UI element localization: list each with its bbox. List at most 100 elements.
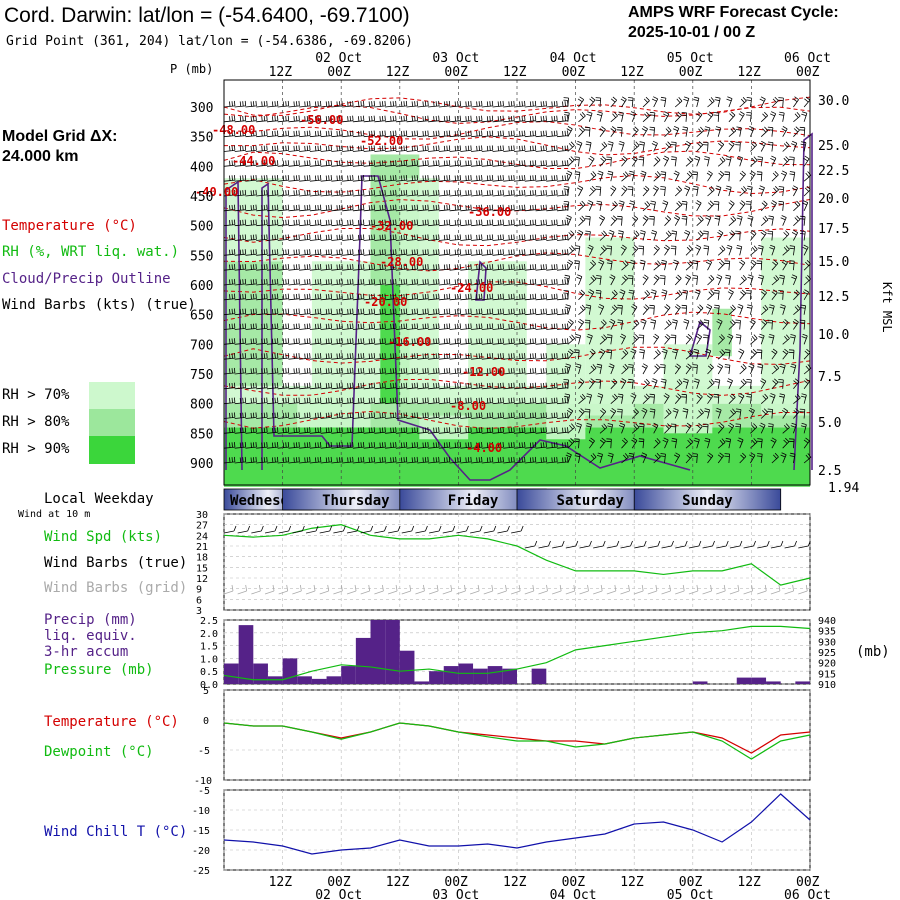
wind-barb: [331, 397, 343, 405]
wind-barb: [801, 111, 808, 122]
wind-barb: [374, 189, 386, 197]
wind-barb: [352, 442, 365, 449]
wind-barb: [234, 442, 247, 449]
wind-barb: [309, 367, 322, 375]
wind-barb: [782, 423, 790, 434]
wind-barb: [223, 234, 236, 241]
grid-wind-barb: [333, 584, 343, 595]
grid-wind-barb: [716, 584, 726, 595]
top-hour-label: 00Z: [679, 65, 703, 80]
wind-barb: [682, 378, 689, 389]
wind-barb: [288, 456, 300, 464]
wind-barb: [782, 156, 790, 167]
wind-barb: [460, 175, 472, 182]
wind-barb: [627, 97, 634, 108]
wind-barb: [449, 145, 461, 152]
wind-barb: [320, 278, 332, 286]
wind-barb: [352, 412, 365, 419]
wind-barb: [385, 278, 397, 286]
wind-barb: [713, 304, 720, 315]
wind-barb: [588, 96, 596, 108]
grid-wind-barb: [565, 584, 576, 595]
wind-barb: [674, 274, 682, 286]
wind-barb: [331, 323, 343, 330]
wind-barb: [556, 175, 569, 182]
wind-barb: [481, 189, 494, 197]
wind-barb: [492, 293, 504, 301]
wind-barb: [395, 308, 408, 316]
top-hour-label: 00Z: [327, 65, 351, 80]
wind-barb: [277, 397, 290, 405]
wind-barb: [331, 442, 343, 449]
wind-barb: [606, 245, 612, 256]
wind-barb: [575, 363, 582, 375]
top-hour-label: 12Z: [503, 65, 527, 80]
wind-barb: [266, 234, 279, 241]
pressure-legend: Pressure (mb): [44, 662, 154, 678]
wind-barb: [223, 367, 236, 375]
wind-barb: [481, 323, 494, 330]
wind-barb: [535, 189, 547, 197]
wind-barb: [428, 100, 440, 108]
wind-barb: [514, 412, 526, 419]
wind-barb: [653, 171, 661, 182]
wind-barb: [681, 112, 688, 122]
wind-barb: [288, 249, 300, 256]
wind-barb: [428, 397, 440, 405]
wind-barb: [739, 200, 746, 212]
wind-barb: [642, 304, 650, 315]
wind-barb: [692, 260, 699, 271]
wind-barb: [266, 160, 279, 167]
wind-barb: [288, 353, 300, 360]
wind-barb: [670, 423, 677, 434]
wind-barb: [556, 308, 569, 316]
wind-barb: [800, 141, 807, 152]
wind-barb: [650, 230, 657, 241]
wind-barb: [245, 204, 257, 212]
wind-barb: [717, 229, 724, 241]
wind-barb: [736, 155, 743, 167]
wind-barb: [745, 201, 752, 211]
wind-barb: [728, 304, 736, 315]
wind-barb: [767, 141, 774, 152]
wind-barb: [717, 245, 726, 256]
rh-shade-16: [712, 308, 732, 357]
wind-barb: [707, 289, 715, 301]
wind-barb: [792, 96, 799, 108]
wind-barb: [535, 130, 547, 138]
wind-barb: [503, 175, 515, 182]
surface-wind-barb: [538, 540, 551, 549]
wind-barb: [563, 379, 569, 389]
wind-barb: [374, 264, 386, 271]
wind-barb: [703, 245, 710, 256]
wind-barb: [717, 260, 725, 271]
wind-barb: [792, 318, 799, 330]
precip-bar: [443, 666, 459, 684]
wind-barb: [564, 304, 571, 315]
wind-barb: [640, 452, 647, 464]
wind-barb: [428, 427, 440, 434]
cloud-outline: [793, 132, 813, 471]
wind-barb: [546, 338, 558, 345]
wind-barb: [406, 338, 418, 345]
wind-barb: [395, 100, 408, 108]
wind-barb: [406, 397, 418, 405]
wind-barb: [438, 278, 451, 286]
wind-barb: [438, 293, 451, 301]
wind-barb: [256, 204, 268, 212]
wind-barb: [546, 456, 558, 464]
rh-70-swatch: [89, 382, 135, 409]
wind-barb: [492, 175, 504, 182]
wind-barb: [503, 308, 515, 316]
wind-tick-label: 3: [196, 606, 202, 617]
wind-barb: [481, 308, 494, 316]
wind-barb: [617, 319, 624, 330]
wind-barb: [223, 397, 236, 405]
height-tick-label: 12.5: [818, 290, 849, 305]
wind-barb: [535, 293, 547, 301]
wind-barb: [438, 308, 451, 316]
wind-barb: [789, 245, 796, 256]
wind-barb: [277, 367, 290, 375]
wind-barb: [578, 378, 585, 390]
wind-barb: [320, 323, 332, 330]
